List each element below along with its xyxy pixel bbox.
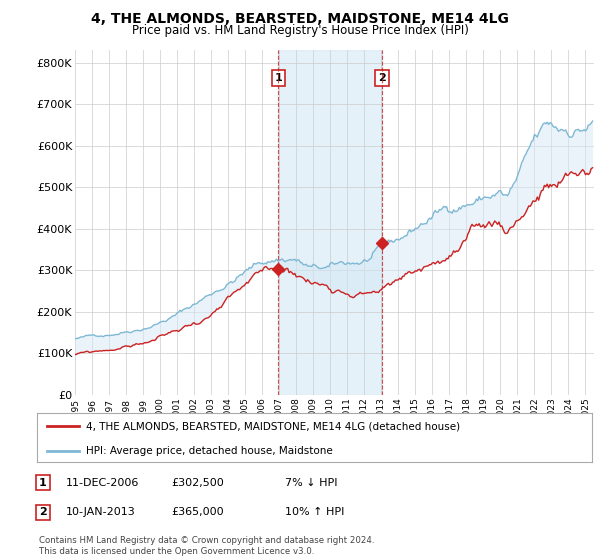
Text: 2: 2 [39, 507, 47, 517]
Text: Price paid vs. HM Land Registry's House Price Index (HPI): Price paid vs. HM Land Registry's House … [131, 24, 469, 36]
Bar [278, 50, 382, 395]
Text: 4, THE ALMONDS, BEARSTED, MAIDSTONE, ME14 4LG (detached house): 4, THE ALMONDS, BEARSTED, MAIDSTONE, ME1… [86, 421, 460, 431]
Text: 1: 1 [275, 73, 283, 83]
Text: £365,000: £365,000 [171, 507, 224, 517]
Text: 2: 2 [378, 73, 386, 83]
Text: Contains HM Land Registry data © Crown copyright and database right 2024.
This d: Contains HM Land Registry data © Crown c… [39, 536, 374, 556]
Text: £302,500: £302,500 [171, 478, 224, 488]
Text: 7% ↓ HPI: 7% ↓ HPI [285, 478, 337, 488]
Text: 10% ↑ HPI: 10% ↑ HPI [285, 507, 344, 517]
Text: 11-DEC-2006: 11-DEC-2006 [66, 478, 139, 488]
Text: 1: 1 [39, 478, 47, 488]
Text: HPI: Average price, detached house, Maidstone: HPI: Average price, detached house, Maid… [86, 446, 333, 456]
Text: 4, THE ALMONDS, BEARSTED, MAIDSTONE, ME14 4LG: 4, THE ALMONDS, BEARSTED, MAIDSTONE, ME1… [91, 12, 509, 26]
Text: 10-JAN-2013: 10-JAN-2013 [66, 507, 136, 517]
